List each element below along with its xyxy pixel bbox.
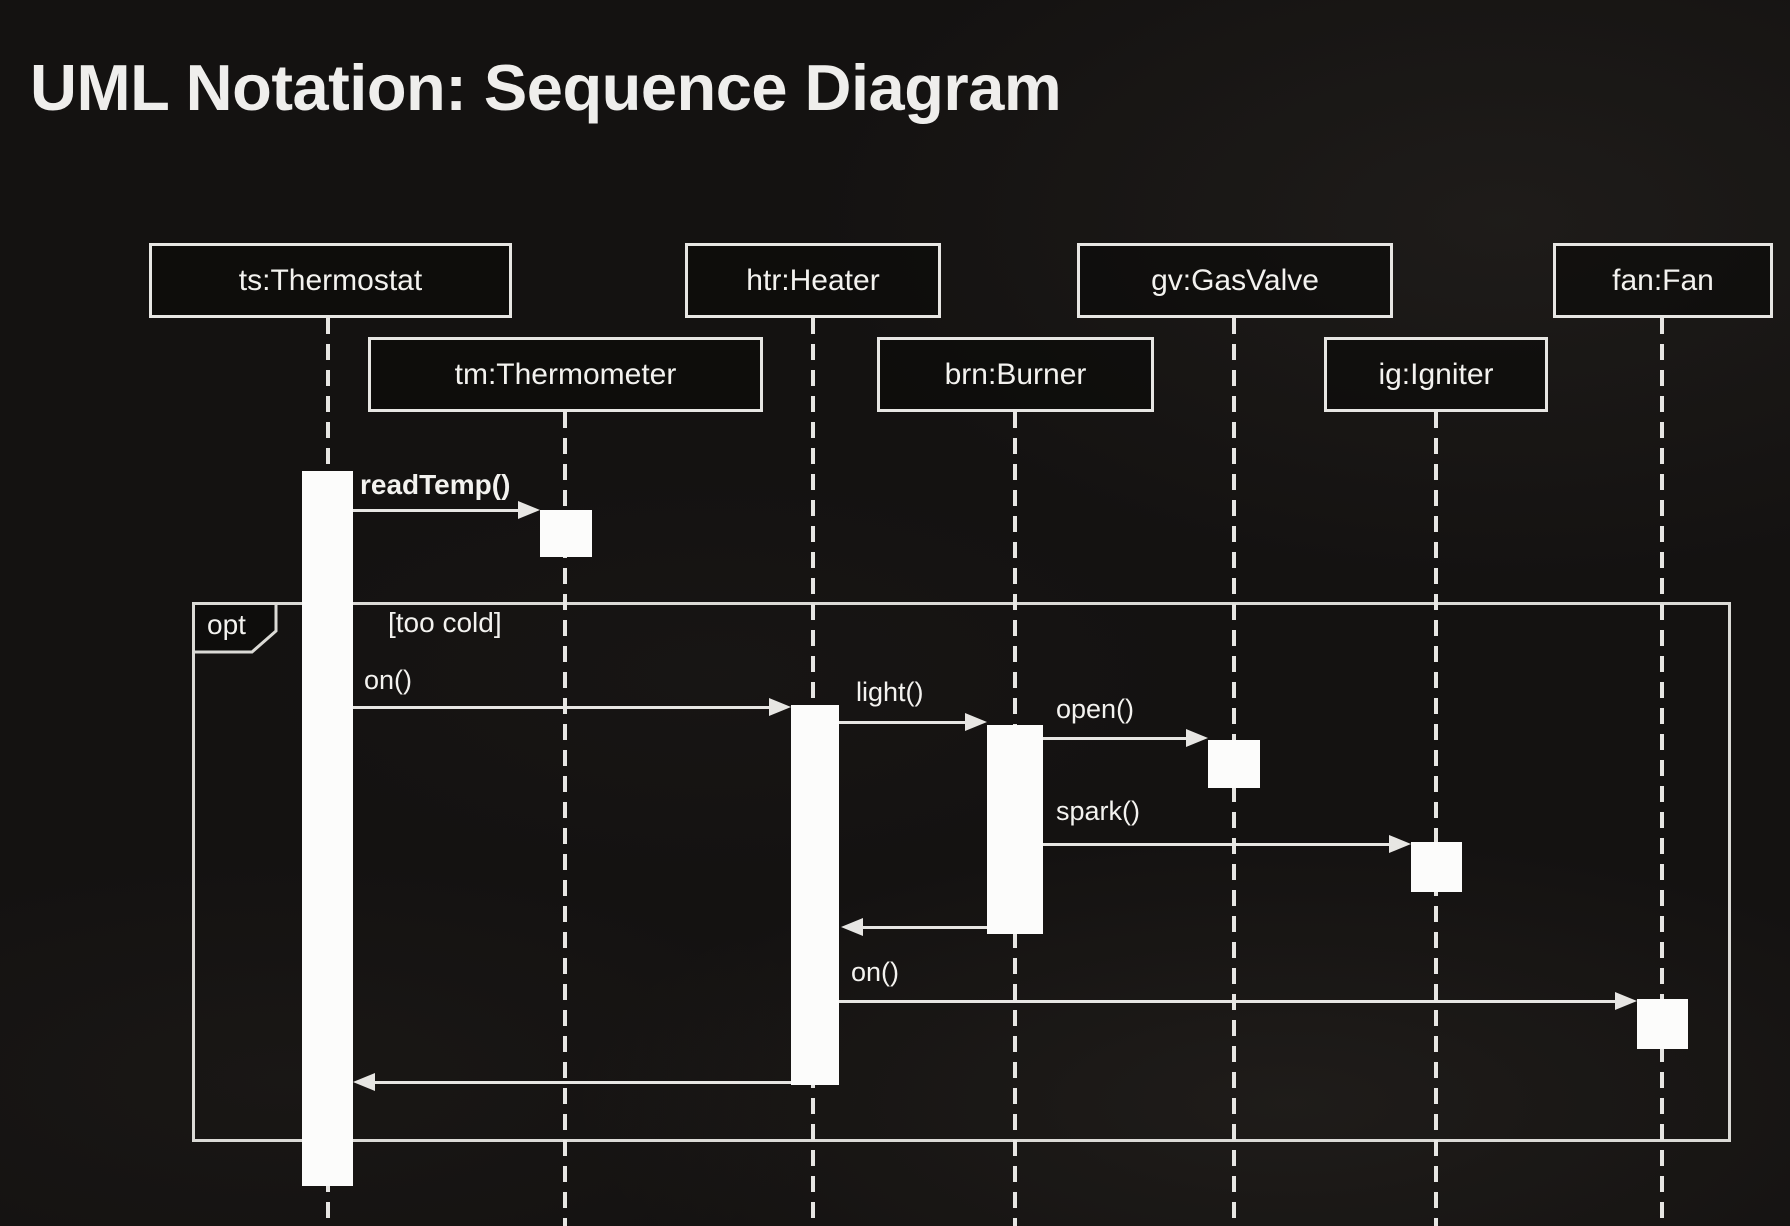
message-label: spark() — [1056, 796, 1141, 826]
message-line — [1043, 843, 1389, 846]
lifeline-head-ts: ts:Thermostat — [149, 243, 512, 318]
sync-arrowhead-icon — [1389, 835, 1411, 853]
lifeline-head-gv: gv:GasValve — [1077, 243, 1393, 318]
activation-fan — [1637, 999, 1688, 1049]
lifeline-fan — [1660, 318, 1664, 1226]
message-line — [839, 1000, 1615, 1003]
message-label: open() — [1056, 694, 1135, 724]
opt-fragment-tab — [192, 602, 278, 654]
lifeline-head-brn: brn:Burner — [877, 337, 1154, 412]
sync-arrowhead-icon — [1615, 992, 1637, 1010]
sync-arrowhead-icon — [518, 501, 540, 519]
message-line — [863, 926, 987, 929]
lifeline-head-fan: fan:Fan — [1553, 243, 1773, 318]
activation-tm — [540, 510, 592, 557]
activation-ig — [1411, 842, 1462, 892]
activation-brn — [987, 725, 1043, 934]
message-line — [353, 706, 770, 709]
return-arrowhead-icon — [841, 918, 863, 936]
activation-gv — [1208, 740, 1260, 788]
activation-ts — [302, 471, 353, 1186]
page-title: UML Notation: Sequence Diagram — [30, 50, 1062, 124]
lifeline-label-htr: htr:Heater — [746, 263, 880, 297]
lifeline-label-gv: gv:GasValve — [1151, 263, 1319, 297]
message-label: on() — [364, 665, 413, 695]
sync-arrowhead-icon — [965, 713, 987, 731]
sync-arrowhead-icon — [1186, 729, 1208, 747]
activation-htr — [791, 705, 839, 1085]
lifeline-tm — [563, 412, 567, 1226]
lifeline-label-fan: fan:Fan — [1612, 263, 1714, 297]
message-line — [353, 509, 518, 512]
opt-fragment-frame — [192, 602, 1731, 1142]
opt-operator-label: opt — [207, 609, 246, 640]
return-arrowhead-icon — [353, 1073, 375, 1091]
lifeline-label-ts: ts:Thermostat — [238, 263, 423, 297]
guard-label: [too cold] — [388, 607, 502, 638]
message-label: readTemp() — [360, 469, 511, 500]
lifeline-label-brn: brn:Burner — [944, 357, 1087, 391]
message-line — [1043, 737, 1186, 740]
lifeline-head-htr: htr:Heater — [685, 243, 941, 318]
message-label: light() — [856, 677, 924, 707]
message-label: on() — [851, 957, 900, 987]
lifeline-ig — [1434, 412, 1438, 1226]
lifeline-head-ig: ig:Igniter — [1324, 337, 1548, 412]
sync-arrowhead-icon — [769, 698, 791, 716]
lifeline-head-tm: tm:Thermometer — [368, 337, 763, 412]
lifeline-label-tm: tm:Thermometer — [454, 357, 677, 391]
message-line — [839, 721, 965, 724]
lifeline-label-ig: ig:Igniter — [1378, 357, 1494, 391]
message-line — [375, 1081, 791, 1084]
